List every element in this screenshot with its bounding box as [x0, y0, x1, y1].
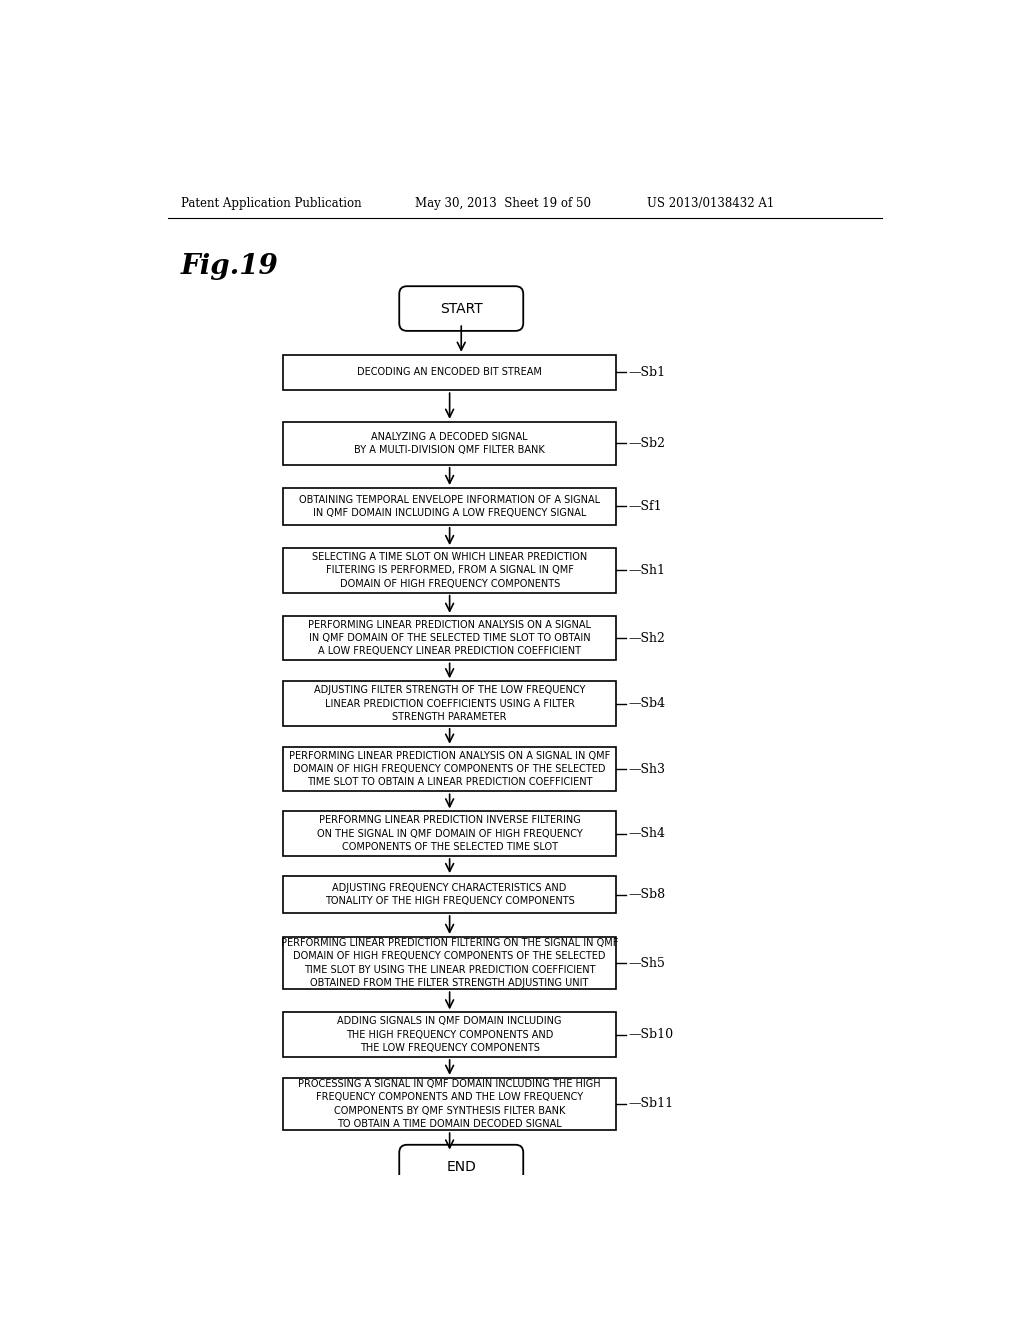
Text: PERFORMING LINEAR PREDICTION ANALYSIS ON A SIGNAL
IN QMF DOMAIN OF THE SELECTED : PERFORMING LINEAR PREDICTION ANALYSIS ON…	[308, 620, 591, 656]
Text: END: END	[446, 1160, 476, 1173]
Bar	[283, 812, 616, 855]
Bar	[283, 876, 616, 913]
Text: —Sb8: —Sb8	[629, 888, 666, 902]
Text: PERFORMING LINEAR PREDICTION FILTERING ON THE SIGNAL IN QMF
DOMAIN OF HIGH FREQU: PERFORMING LINEAR PREDICTION FILTERING O…	[281, 939, 618, 987]
Text: —Sh4: —Sh4	[629, 828, 666, 841]
Text: —Sb10: —Sb10	[629, 1028, 674, 1041]
Text: —Sb4: —Sb4	[629, 697, 666, 710]
Text: ADJUSTING FILTER STRENGTH OF THE LOW FREQUENCY
LINEAR PREDICTION COEFFICIENTS US: ADJUSTING FILTER STRENGTH OF THE LOW FRE…	[314, 685, 586, 722]
Text: PERFORMING LINEAR PREDICTION ANALYSIS ON A SIGNAL IN QMF
DOMAIN OF HIGH FREQUENC: PERFORMING LINEAR PREDICTION ANALYSIS ON…	[289, 751, 610, 787]
Bar	[283, 422, 616, 465]
Text: —Sf1: —Sf1	[629, 500, 663, 513]
Text: —Sb1: —Sb1	[629, 366, 666, 379]
Bar	[283, 488, 616, 525]
Bar	[283, 548, 616, 593]
Text: Patent Application Publication: Patent Application Publication	[180, 197, 361, 210]
Text: START: START	[440, 301, 482, 315]
Text: ADJUSTING FREQUENCY CHARACTERISTICS AND
TONALITY OF THE HIGH FREQUENCY COMPONENT: ADJUSTING FREQUENCY CHARACTERISTICS AND …	[325, 883, 574, 906]
Bar	[283, 1012, 616, 1057]
Bar	[283, 747, 616, 792]
Text: —Sh2: —Sh2	[629, 631, 666, 644]
Text: OBTAINING TEMPORAL ENVELOPE INFORMATION OF A SIGNAL
IN QMF DOMAIN INCLUDING A LO: OBTAINING TEMPORAL ENVELOPE INFORMATION …	[299, 495, 600, 517]
Text: —Sh1: —Sh1	[629, 564, 666, 577]
Text: US 2013/0138432 A1: US 2013/0138432 A1	[647, 197, 774, 210]
Bar	[283, 355, 616, 391]
Text: —Sb2: —Sb2	[629, 437, 666, 450]
Text: PERFORMNG LINEAR PREDICTION INVERSE FILTERING
ON THE SIGNAL IN QMF DOMAIN OF HIG: PERFORMNG LINEAR PREDICTION INVERSE FILT…	[316, 816, 583, 851]
Text: May 30, 2013  Sheet 19 of 50: May 30, 2013 Sheet 19 of 50	[415, 197, 591, 210]
FancyBboxPatch shape	[399, 1144, 523, 1189]
Text: PROCESSING A SIGNAL IN QMF DOMAIN INCLUDING THE HIGH
FREQUENCY COMPONENTS AND TH: PROCESSING A SIGNAL IN QMF DOMAIN INCLUD…	[298, 1080, 601, 1129]
Text: SELECTING A TIME SLOT ON WHICH LINEAR PREDICTION
FILTERING IS PERFORMED, FROM A : SELECTING A TIME SLOT ON WHICH LINEAR PR…	[312, 552, 587, 589]
Text: —Sh3: —Sh3	[629, 763, 666, 776]
Text: Fig.19: Fig.19	[180, 252, 279, 280]
Bar	[283, 1077, 616, 1130]
Bar	[283, 681, 616, 726]
Text: —Sb11: —Sb11	[629, 1097, 674, 1110]
Text: ADDING SIGNALS IN QMF DOMAIN INCLUDING
THE HIGH FREQUENCY COMPONENTS AND
THE LOW: ADDING SIGNALS IN QMF DOMAIN INCLUDING T…	[337, 1016, 562, 1053]
Text: DECODING AN ENCODED BIT STREAM: DECODING AN ENCODED BIT STREAM	[357, 367, 542, 378]
Text: ANALYZING A DECODED SIGNAL
BY A MULTI-DIVISION QMF FILTER BANK: ANALYZING A DECODED SIGNAL BY A MULTI-DI…	[354, 432, 545, 455]
Bar	[283, 937, 616, 989]
Text: —Sh5: —Sh5	[629, 957, 666, 970]
Bar	[283, 615, 616, 660]
FancyBboxPatch shape	[399, 286, 523, 331]
